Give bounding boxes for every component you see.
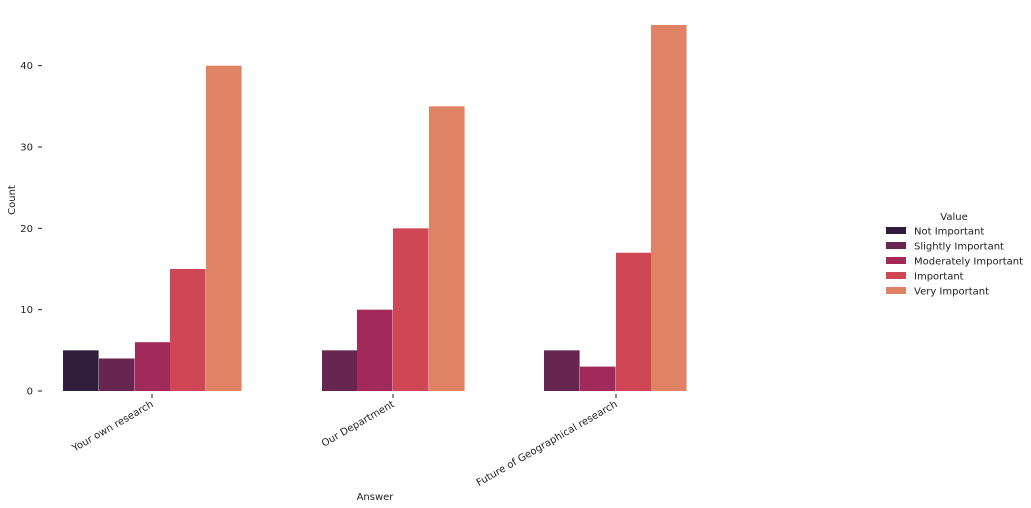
bar	[651, 25, 687, 391]
legend-swatch	[886, 227, 906, 234]
bar	[322, 350, 358, 391]
bar	[616, 252, 652, 391]
x-axis-title: Answer	[357, 492, 395, 503]
bar	[357, 309, 393, 391]
x-axis: Your own research Our Department Future of…	[70, 394, 620, 489]
legend-swatch	[886, 287, 906, 294]
legend-swatch	[886, 272, 906, 279]
y-tick-label: 20	[20, 224, 33, 235]
bar	[99, 358, 135, 391]
y-axis-title: Count	[7, 185, 18, 215]
y-tick-label: 30	[20, 143, 33, 154]
legend-label: Important	[914, 272, 964, 283]
legend-swatch	[886, 257, 906, 264]
legend-label: Not Important	[914, 227, 984, 238]
legend-label: Very Important	[914, 287, 989, 298]
legend-label: Slightly Important	[914, 242, 1004, 253]
x-tick-label: Your own research	[70, 399, 156, 455]
y-tick-label: 40	[20, 61, 33, 72]
legend-label: Moderately Important	[914, 257, 1023, 268]
bar-area	[63, 25, 687, 392]
bar	[206, 65, 242, 392]
bar	[63, 350, 99, 391]
bar	[429, 106, 465, 391]
legend: Value Not Important Slightly Important Mod…	[886, 212, 1023, 298]
y-axis: 0 10 20 30 40	[20, 61, 42, 398]
legend-title: Value	[940, 212, 967, 223]
y-tick-label: 10	[20, 305, 33, 316]
legend-swatch	[886, 242, 906, 249]
bar	[170, 269, 206, 391]
bar	[135, 342, 171, 391]
bar	[393, 228, 429, 391]
y-tick-label: 0	[27, 387, 33, 398]
bar	[580, 366, 616, 391]
bar	[544, 350, 580, 391]
x-tick-label: Our Department	[320, 399, 397, 450]
x-tick-label: Future of Geographical research	[475, 399, 620, 489]
